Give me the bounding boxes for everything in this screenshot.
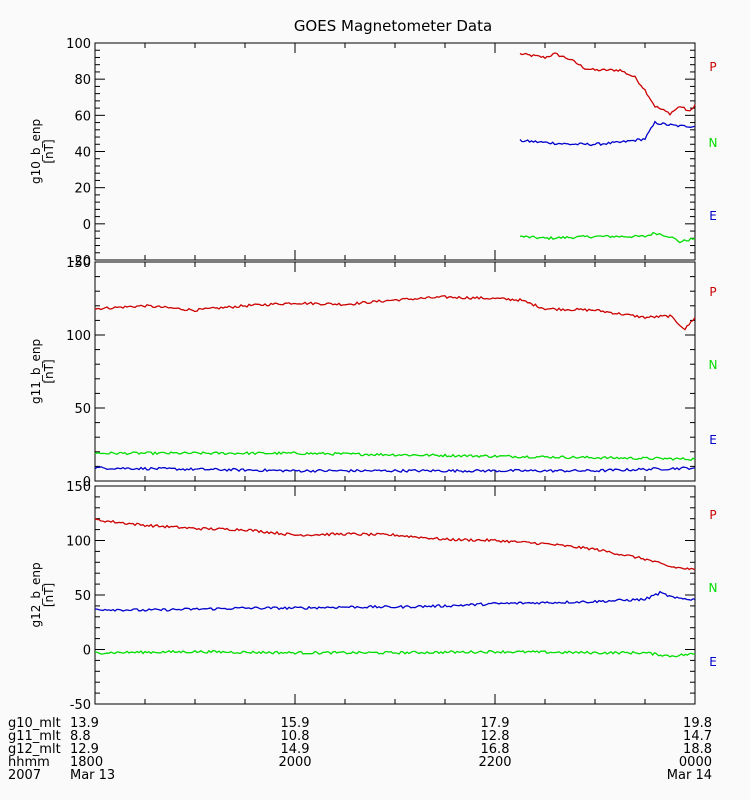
- y-axis-units: [nT]: [42, 583, 56, 607]
- legend-n: N: [709, 136, 718, 150]
- legend-p: P: [709, 60, 716, 74]
- legend-e: E: [709, 655, 717, 669]
- series-line-p: [519, 52, 696, 116]
- y-tick-label: 100: [66, 329, 91, 344]
- y-tick-label: 50: [74, 589, 91, 604]
- y-tick-label: 150: [66, 480, 91, 495]
- x-tick-label: Mar 14: [667, 768, 712, 783]
- y-tick-label: 150: [66, 256, 91, 271]
- series-line-p: [94, 518, 696, 571]
- y-tick-label: 100: [66, 37, 91, 52]
- x-row-label: g11_mlt: [8, 729, 61, 744]
- x-tick-label: 1800: [70, 755, 103, 770]
- x-tick-label: 8.8: [70, 729, 91, 744]
- x-tick-label: 12.8: [481, 729, 510, 744]
- x-tick-label: 16.8: [481, 742, 510, 757]
- x-tick-label: 12.9: [70, 742, 99, 757]
- y-axis-label: g10_b_enp: [29, 119, 43, 184]
- y-tick-label: 60: [74, 109, 91, 124]
- panel-3: -50 0 50 100 150 g12_b_enp [nT] P N E: [29, 480, 717, 713]
- y-tick-label: 80: [74, 73, 91, 88]
- x-tick-label: 2200: [478, 755, 511, 770]
- y-tick-label: -20: [70, 254, 91, 269]
- y-tick-label: -50: [70, 698, 91, 713]
- x-row-label: g10_mlt: [8, 716, 61, 731]
- chart-title: GOES Magnetometer Data: [294, 17, 492, 35]
- series-line-p: [94, 295, 696, 331]
- y-axis-label: g11_b_enp: [29, 339, 43, 404]
- legend-e: E: [709, 433, 717, 447]
- x-row-label: hhmm: [8, 755, 50, 770]
- panel-frame: [94, 42, 696, 261]
- x-tick-label: Mar 13: [70, 768, 115, 783]
- x-tick-label: 19.8: [683, 716, 712, 731]
- legend-e: E: [709, 209, 717, 223]
- series-line-n: [94, 649, 696, 658]
- x-tick-label: 15.9: [281, 716, 310, 731]
- x-tick-label: 10.8: [281, 729, 310, 744]
- legend-p: P: [709, 508, 716, 522]
- series-line-n: [519, 231, 696, 244]
- y-tick-label: 50: [74, 402, 91, 417]
- y-axis-units: [nT]: [42, 359, 56, 383]
- x-tick-label: 2000: [278, 755, 311, 770]
- x-tick-label: 18.8: [683, 742, 712, 757]
- y-axis-units: [nT]: [42, 139, 56, 163]
- x-tick-label: 17.9: [481, 716, 510, 731]
- y-tick-label: 40: [74, 146, 91, 161]
- panel-frame: [94, 485, 696, 705]
- panel-frame: [94, 261, 696, 482]
- x-tick-label: 13.9: [70, 716, 99, 731]
- series-line-n: [94, 451, 696, 462]
- panel-1: -20 0 20 40 60 80 100 g10_b_enp [nT] P N E: [29, 37, 717, 269]
- y-axis-label: g12_b_enp: [29, 562, 43, 627]
- x-row-label: g12_mlt: [8, 742, 61, 757]
- y-tick-label: 100: [66, 535, 91, 550]
- y-tick-label: 20: [74, 182, 91, 197]
- y-tick-label: 0: [83, 218, 91, 233]
- panel-2: 0 50 100 150 g11_b_enp [nT] P N E: [29, 256, 717, 490]
- legend-p: P: [709, 285, 716, 299]
- legend-n: N: [709, 581, 718, 595]
- legend-n: N: [709, 358, 718, 372]
- series-line-e: [519, 120, 696, 147]
- y-tick-label: 0: [83, 644, 91, 659]
- series-line-e: [94, 466, 696, 473]
- x-tick-label: 14.9: [281, 742, 310, 757]
- x-row-label: 2007: [8, 768, 41, 783]
- x-tick-label: 14.7: [683, 729, 712, 744]
- x-tick-label: 0000: [679, 755, 712, 770]
- y-tick-label: 0: [83, 475, 91, 490]
- series-line-e: [94, 590, 696, 612]
